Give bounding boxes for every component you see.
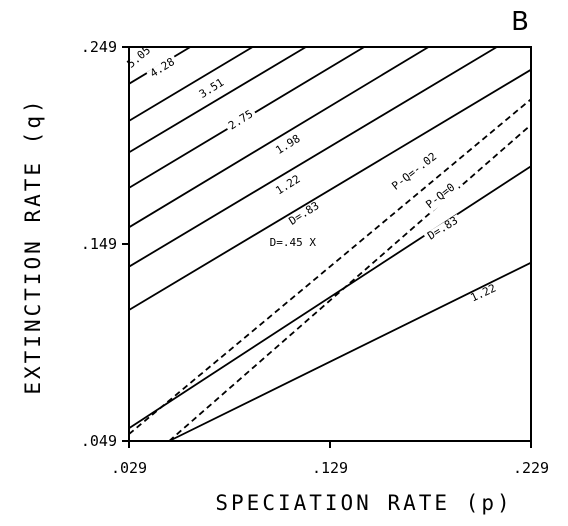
y-tick-label-1: .149: [81, 235, 117, 253]
contour-line-6: [128, 46, 498, 268]
contour-label-bg-5: [271, 172, 306, 200]
contour-label-bg-4: [271, 132, 306, 160]
contour-line-2: [128, 46, 254, 122]
y-axis-title: EXTINCTION RATE (q): [21, 97, 45, 394]
contour-label-bg-0: [123, 43, 156, 74]
contour-line-9: [168, 124, 532, 442]
contour-label-6: D=.83: [287, 199, 322, 228]
contour-label-bg-2: [195, 76, 230, 104]
contour-labels: 5.054.283.512.751.981.22D=.83D=.45 XP-Q=…: [123, 43, 501, 307]
x-tick-label-2: .229: [513, 459, 549, 477]
contour-label-7: D=.45 X: [270, 236, 317, 249]
axis-ticks: .029 .129 .229 .049 .149 .249: [81, 38, 549, 477]
contour-lines: [128, 46, 532, 442]
contour-label-bg-10: [423, 214, 464, 245]
contour-line-11: [168, 261, 532, 442]
contour-label-8: P-Q=-.02: [389, 150, 439, 193]
contour-line-3: [128, 46, 307, 154]
contour-label-bg-7: [266, 237, 320, 250]
contour-label-bg-8: [387, 149, 443, 196]
y-tick-label-2: .249: [81, 38, 117, 56]
x-tick-label-1: .129: [312, 459, 348, 477]
contour-line-10: [128, 165, 532, 429]
contour-label-10: D=.83: [425, 214, 460, 243]
contour-line-7: [128, 68, 532, 311]
contour-label-bg-1: [146, 55, 180, 83]
contour-label-bg-9: [422, 180, 461, 214]
contour-label-bg-3: [224, 107, 259, 135]
x-axis-title: SPECIATION RATE (p): [215, 491, 512, 515]
x-tick-label-0: .029: [111, 459, 147, 477]
contour-label-bg-11: [466, 282, 501, 307]
panel-label: B: [511, 7, 529, 37]
contour-label-bg-6: [285, 199, 325, 231]
y-tick-label-0: .049: [81, 432, 117, 450]
contour-line-8: [128, 98, 532, 435]
contour-line-5: [128, 46, 429, 229]
